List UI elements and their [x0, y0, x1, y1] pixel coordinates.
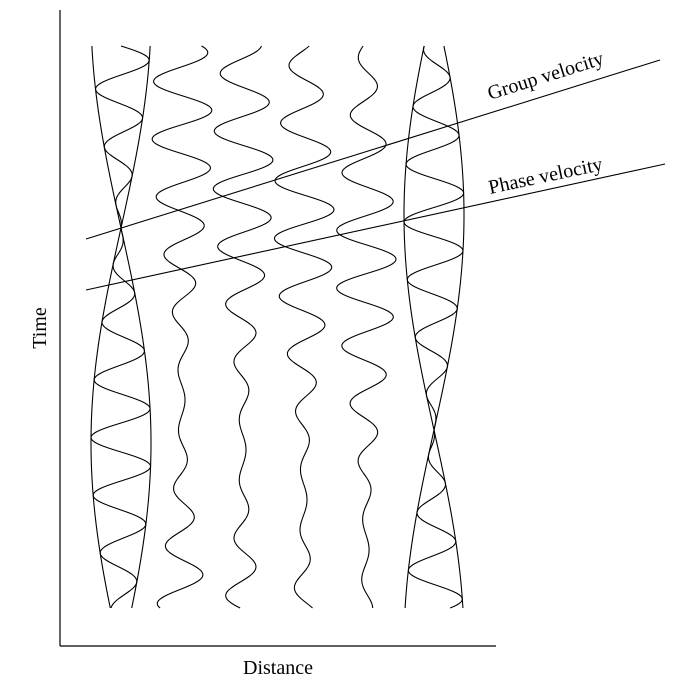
- wave-trace-1: [90, 45, 152, 609]
- envelope-trace-1-pos: [120, 45, 152, 609]
- phase-velocity-line: [85, 163, 666, 291]
- wave-trace-6: [403, 45, 465, 609]
- envelope-trace-6-pos: [433, 45, 465, 609]
- group-velocity-line: [85, 59, 661, 240]
- y-axis-label: Time: [29, 307, 51, 349]
- x-axis-label: Distance: [243, 657, 313, 679]
- envelope-curves: [90, 45, 465, 609]
- wave-trace-4: [273, 45, 335, 609]
- envelope-trace-1-neg: [90, 45, 122, 609]
- envelope-trace-6-neg: [403, 45, 435, 609]
- wave-trace-3: [212, 45, 274, 609]
- wave-trace-5: [336, 45, 397, 609]
- wave-trace-2: [151, 45, 213, 609]
- phase-velocity-label: Phase velocity: [486, 153, 604, 199]
- wave-traces: [90, 45, 465, 609]
